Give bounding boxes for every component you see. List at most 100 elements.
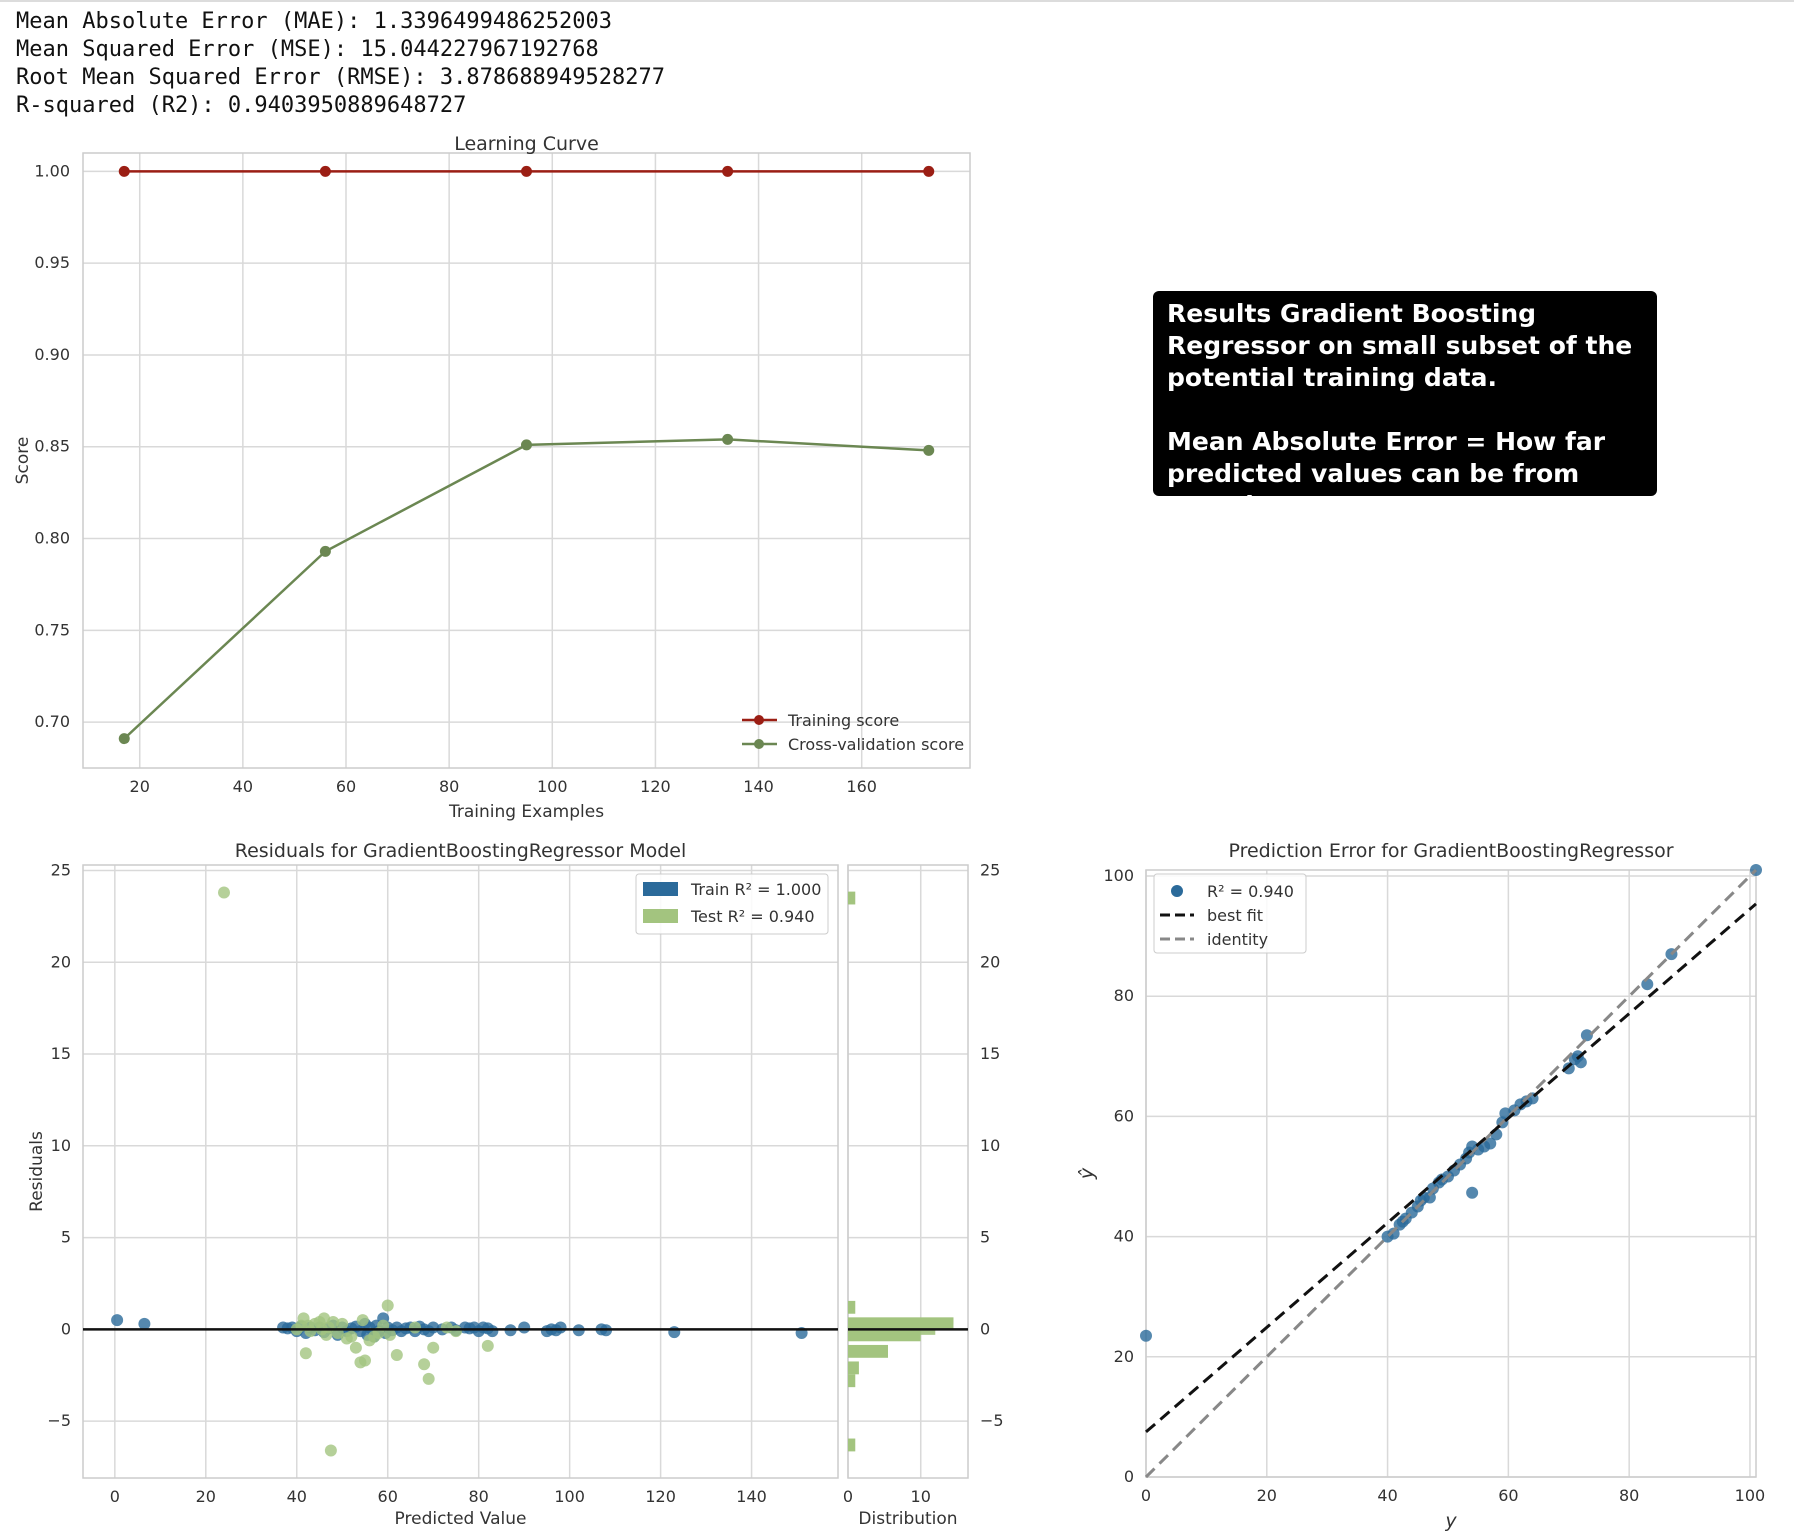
dist-test-bar bbox=[848, 1361, 859, 1375]
pe-legend-box bbox=[1153, 873, 1307, 954]
dist-y-tick-label: 0 bbox=[980, 1319, 990, 1338]
train-residual-point bbox=[554, 1321, 567, 1334]
notes-callout: Results Gradient Boosting Regressor on s… bbox=[1153, 291, 1657, 520]
training-score-point bbox=[722, 165, 734, 177]
lc-x-tick-label: 20 bbox=[130, 777, 150, 796]
lc-legend-marker bbox=[754, 715, 764, 725]
cv-score-point bbox=[923, 444, 935, 456]
res-x-tick-label: 40 bbox=[287, 1487, 307, 1506]
training-score-point bbox=[319, 165, 331, 177]
pe-ylabel: ŷ bbox=[1076, 1167, 1098, 1180]
res-x-tick-label: 120 bbox=[645, 1487, 676, 1506]
cv-score-line bbox=[123, 438, 929, 740]
pe-y-tick-label: 20 bbox=[1114, 1347, 1134, 1366]
r2-line: R-squared (R2): 0.9403950889648727 bbox=[16, 93, 467, 118]
train-residual-point bbox=[486, 1325, 499, 1338]
lc-ylabel: Score bbox=[13, 437, 33, 485]
lc-x-tick-label: 140 bbox=[743, 777, 774, 796]
lc-y-tick-label: 0.90 bbox=[34, 345, 70, 364]
cv-score-point bbox=[319, 545, 331, 557]
dist-xlabel: Distribution bbox=[858, 1509, 957, 1529]
res-ylabel: Residuals bbox=[27, 1131, 47, 1212]
rmse-line: Root Mean Squared Error (RMSE): 3.878688… bbox=[16, 65, 666, 90]
pe-y-tick-label: 0 bbox=[1124, 1467, 1134, 1486]
test-residual-point bbox=[324, 1444, 337, 1457]
res-plot-frame bbox=[82, 864, 839, 1479]
res-y-tick-label: 5 bbox=[61, 1228, 71, 1247]
identity-line bbox=[1144, 868, 1758, 1479]
res-legend-label: Test R² = 0.940 bbox=[690, 907, 815, 926]
pe-y-tick-label: 60 bbox=[1114, 1106, 1134, 1125]
dist-y-tick-label: 5 bbox=[980, 1228, 990, 1247]
test-residual-point bbox=[418, 1358, 431, 1371]
lc-y-tick-label: 0.80 bbox=[34, 529, 70, 548]
lc-y-tick-label: 1.00 bbox=[34, 161, 70, 180]
pe-xlabel: y bbox=[1444, 1510, 1457, 1532]
prediction-point bbox=[1140, 1329, 1152, 1342]
train-residual-point bbox=[668, 1326, 681, 1339]
test-residual-point bbox=[345, 1330, 358, 1343]
training-score-point bbox=[521, 165, 532, 177]
cv-score-point bbox=[521, 439, 532, 451]
dist-y-tick-label: 25 bbox=[980, 861, 1000, 880]
pe-title: Prediction Error for GradientBoostingReg… bbox=[1228, 840, 1673, 862]
test-residual-point bbox=[422, 1372, 435, 1385]
lc-x-tick-label: 60 bbox=[336, 777, 356, 796]
res-xlabel: Predicted Value bbox=[395, 1509, 527, 1529]
dist-y-tick-label: 10 bbox=[980, 1136, 1000, 1155]
res-legend-swatch bbox=[643, 909, 678, 923]
lc-y-tick-label: 0.95 bbox=[34, 253, 70, 272]
res-legend-label: Train R² = 1.000 bbox=[690, 880, 821, 899]
dist-y-tick-label: 15 bbox=[980, 1044, 1000, 1063]
test-residual-point bbox=[409, 1321, 422, 1334]
test-residual-point bbox=[356, 1314, 369, 1327]
pe-x-tick-label: 60 bbox=[1498, 1486, 1518, 1505]
test-residual-point bbox=[427, 1341, 440, 1354]
lc-x-tick-label: 40 bbox=[233, 777, 253, 796]
res-title: Residuals for GradientBoostingRegressor … bbox=[235, 840, 687, 862]
lc-y-tick-label: 0.75 bbox=[34, 620, 70, 639]
pe-y-tick-label: 80 bbox=[1114, 986, 1134, 1005]
dist-train-bar bbox=[848, 1317, 954, 1324]
prediction-point bbox=[1466, 1186, 1479, 1199]
lc-y-tick-label: 0.85 bbox=[34, 437, 70, 456]
dist-y-tick-label: −5 bbox=[980, 1411, 1004, 1430]
test-residual-point bbox=[384, 1328, 397, 1341]
res-y-tick-label: 15 bbox=[51, 1044, 71, 1063]
metrics-output: Mean Absolute Error (MAE): 1.33964994862… bbox=[16, 8, 665, 120]
lc-legend-label: Training score bbox=[787, 711, 899, 730]
lc-legend-marker bbox=[754, 739, 764, 749]
dist-y-tick-label: 20 bbox=[980, 952, 1000, 971]
lc-x-tick-label: 160 bbox=[846, 777, 877, 796]
pe-x-tick-label: 20 bbox=[1257, 1486, 1277, 1505]
test-residual-point bbox=[449, 1325, 462, 1338]
pe-legend-r2: R² = 0.940 bbox=[1207, 882, 1294, 901]
res-x-tick-label: 0 bbox=[110, 1487, 120, 1506]
dist-x-tick-label: 0 bbox=[843, 1487, 853, 1506]
pe-plot-frame bbox=[1145, 869, 1757, 1478]
test-residual-point bbox=[349, 1341, 362, 1354]
test-residual-point bbox=[318, 1312, 331, 1325]
train-residual-point bbox=[111, 1314, 124, 1327]
dist-test-bar bbox=[848, 891, 856, 905]
dist-test-bar bbox=[848, 1438, 856, 1452]
training-score-point bbox=[118, 165, 130, 177]
prediction-point bbox=[1387, 1227, 1400, 1240]
test-residual-point bbox=[336, 1317, 349, 1330]
pe-x-tick-label: 100 bbox=[1735, 1486, 1766, 1505]
best-fit-line bbox=[1145, 902, 1757, 1434]
test-residual-point bbox=[481, 1339, 494, 1352]
pe-legend-identity-label: identity bbox=[1207, 930, 1268, 949]
lc-x-tick-label: 100 bbox=[537, 777, 568, 796]
prediction-point bbox=[1484, 1137, 1497, 1150]
dist-test-bar bbox=[848, 1300, 856, 1314]
pe-x-tick-label: 0 bbox=[1141, 1486, 1151, 1505]
prediction-point bbox=[1641, 978, 1654, 991]
train-residual-point bbox=[138, 1317, 151, 1330]
res-y-tick-label: −5 bbox=[47, 1411, 71, 1430]
dist-train-bar bbox=[848, 1328, 936, 1335]
pe-y-tick-label: 100 bbox=[1103, 866, 1134, 885]
res-x-tick-label: 100 bbox=[554, 1487, 585, 1506]
res-y-tick-label: 20 bbox=[51, 952, 71, 971]
